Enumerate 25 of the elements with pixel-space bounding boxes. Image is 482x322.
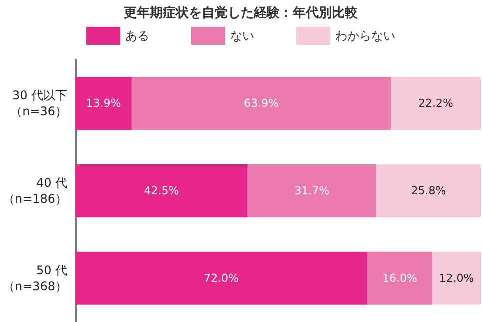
data-label: 63.9% [244,97,279,110]
data-label: 72.0% [204,272,239,285]
bar [76,164,248,218]
legend-label: ない [230,29,254,43]
data-label: 25.8% [411,184,446,198]
y-tick-label: 40 代（n=186） [2,176,68,206]
bar [432,252,481,305]
data-label: 13.9% [86,97,122,110]
bar [390,77,481,130]
y-tick-label: 50 代（n=368） [2,263,68,294]
bar [76,252,368,305]
bar [367,252,432,305]
bar [132,77,391,130]
bar [76,77,132,130]
chart-title: 更年期症状を自覚した経験：年代別比較 [124,5,359,21]
y-tick-label: 30 代以下（n=36） [10,88,68,119]
data-label: 31.7% [294,184,330,198]
data-label: 12.0% [439,272,474,285]
data-label: 22.2% [418,97,454,110]
data-label: 16.0% [382,272,418,285]
legend-label: わからない [336,29,396,43]
bar [376,164,481,218]
legend-label: ある [126,29,150,43]
data-label: 42.5% [144,184,180,198]
bar [248,164,376,218]
